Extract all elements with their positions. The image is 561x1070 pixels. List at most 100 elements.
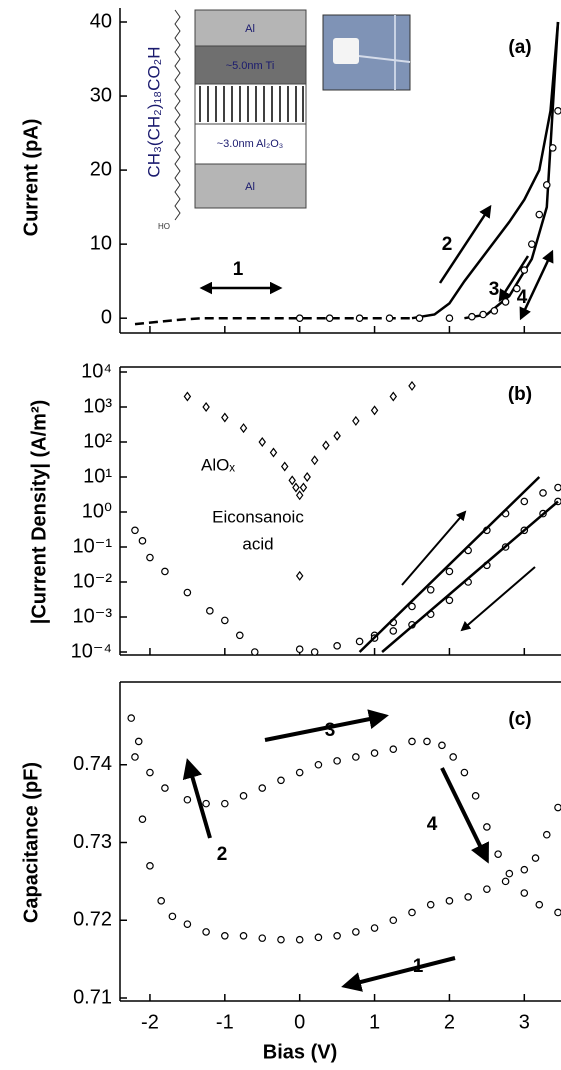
data-point [138,815,147,823]
data-point [221,616,229,625]
data-point [299,482,308,493]
data-point [445,314,454,322]
data-point [554,107,561,115]
y-axis-label: |Current Density| (A/m²) [28,400,50,625]
arrows [182,204,554,992]
data-point [445,897,454,905]
molecule [174,9,181,221]
data-point [471,792,480,800]
data-point [127,714,136,722]
x-tick-label: -2 [141,1011,159,1033]
data-point [288,475,296,486]
annotation: (b) [508,384,532,405]
data-point [513,284,521,293]
data-point [157,897,165,905]
annotation: 4 [517,287,528,308]
y-tick-label: 10³ [83,395,112,417]
data-point [322,440,330,451]
data-point [161,784,169,792]
data-point [445,567,454,576]
y-tick-label: 0 [101,306,112,328]
data-point [370,405,379,416]
data-point [333,931,341,940]
data-point [352,415,360,426]
data-point [310,648,319,656]
y-tick-label: 10² [83,430,112,452]
data-point [221,412,229,423]
y-tick-label: 10⁰ [82,500,112,522]
data-line [134,316,412,326]
y-tick-label: 0.74 [73,753,112,775]
data-point [239,423,248,434]
data-point [258,437,267,447]
y-tick-label: 30 [90,84,112,106]
y-tick-label: 10⁻¹ [73,535,113,557]
data-point [408,908,416,917]
annotation: 1 [413,956,424,977]
data-point [355,637,364,646]
annotation: 3 [325,720,336,741]
y-tick-label: 10¹ [83,465,112,487]
data-point [352,928,360,936]
data-point [483,885,491,893]
data-point [325,314,334,322]
data-point [131,526,139,535]
layer-diagram [194,9,307,209]
x-tick-label: -1 [216,1011,234,1033]
data-point [250,648,259,656]
inset-label: HO [158,222,170,231]
data-point [239,931,248,940]
data-point [408,737,416,746]
y-tick-label: 0.73 [73,831,112,853]
data-point [385,314,394,322]
data-point [277,935,285,944]
inset-label: ~3.0nm Al₂O₃ [217,138,284,150]
data-point [221,931,229,940]
data-point [464,893,472,901]
y-tick-label: 0.72 [73,909,112,931]
data-point [292,482,300,493]
data-point [333,757,341,765]
data-point [438,741,446,750]
inset-label: Al [245,23,255,35]
x-axis-label: Bias (V) [263,1041,337,1063]
data-point [295,570,304,581]
data-point [423,737,431,746]
data-point [535,210,544,219]
data-point [183,391,192,402]
photo-inset [322,14,411,91]
data-point [535,900,544,909]
data-point [221,799,229,808]
data-point [520,497,529,506]
data-point [370,749,379,757]
y-tick-label: 10⁻³ [73,605,113,627]
data-point [554,483,561,492]
data-point [333,642,341,650]
y-axis-label: Capacitance (pF) [20,762,42,923]
annotation: 2 [217,844,228,865]
data-point [183,588,192,597]
data-point [460,768,469,777]
data-point [355,314,364,322]
data-point [269,447,278,458]
y-axis-label: Current (pA) [20,119,42,237]
annotation: (a) [508,37,531,58]
data-point [235,631,244,640]
y-tick-label: 10⁴ [81,360,112,382]
data-point [161,567,169,576]
annotation: Eiconsanoic [212,507,304,526]
data-line [464,21,560,320]
data-point [295,645,304,654]
data-point [548,144,557,152]
data-point [468,312,476,321]
data-point [206,607,214,615]
data-point [314,760,323,769]
data-point [531,854,540,862]
data-point [501,298,510,306]
data-point [415,314,424,322]
data-point [146,862,154,870]
data-point [168,912,177,921]
data-point [426,585,435,594]
data-point [408,380,416,391]
